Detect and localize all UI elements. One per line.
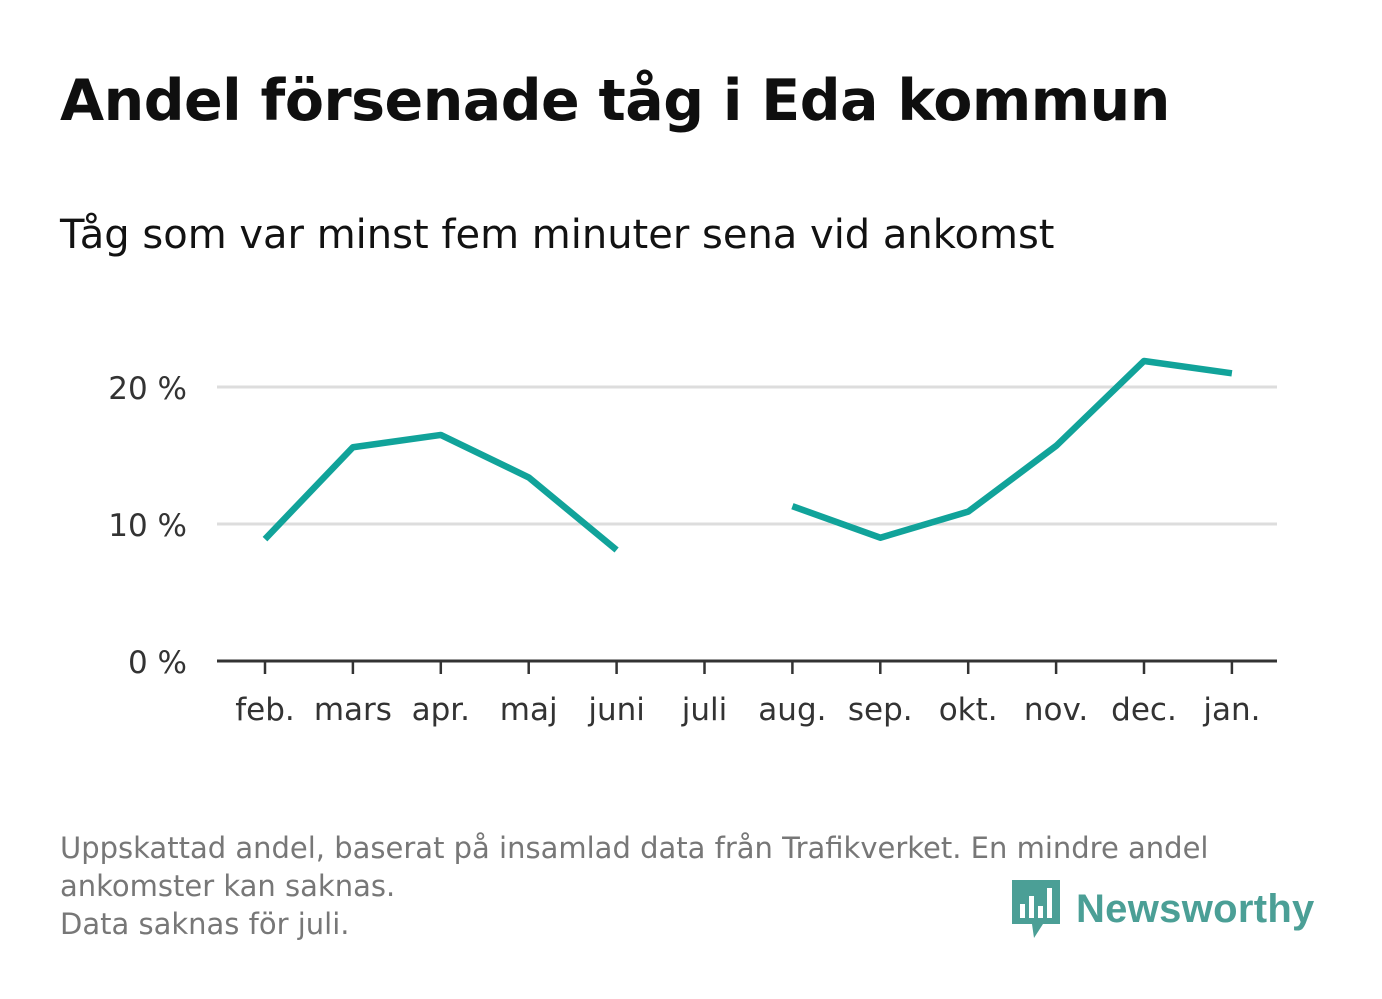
chart-title: Andel försenade tåg i Eda kommun (60, 68, 1170, 134)
x-tick-label: juli (681, 692, 728, 728)
chart-subtitle: Tåg som var minst fem minuter sena vid a… (60, 212, 1055, 258)
x-tick-label: juni (587, 692, 645, 728)
x-tick-label: aug. (758, 692, 826, 728)
x-axis (217, 659, 1277, 674)
footnote-line: Uppskattad andel, baserat på insamlad da… (60, 831, 1209, 865)
x-tick-label: okt. (939, 692, 998, 728)
series-line (791, 357, 1233, 541)
y-tick-label: 0 % (128, 645, 187, 681)
x-tick-label: dec. (1111, 692, 1177, 728)
x-tick-label: feb. (235, 692, 295, 728)
x-tick-label: mars (314, 692, 392, 728)
y-tick-label: 10 % (108, 508, 187, 544)
x-tick-label: nov. (1024, 692, 1088, 728)
x-tick-label: sep. (848, 692, 913, 728)
footnote-line: ankomster kan saknas. (60, 869, 396, 903)
brand-logo: Newsworthy (1010, 878, 1315, 940)
x-tick-label: maj (500, 692, 558, 728)
newsworthy-logo-icon (1012, 880, 1060, 938)
footnote: Uppskattad andel, baserat på insamlad da… (60, 829, 1320, 943)
series-lines (262, 357, 1233, 553)
grid-lines (217, 385, 1277, 526)
footnote-line: Data saknas för juli. (60, 907, 350, 941)
series-line (262, 431, 619, 553)
y-tick-label: 20 % (108, 371, 187, 407)
brand-name: Newsworthy (1076, 886, 1315, 931)
y-axis-labels: 0 % 10 % 20 % (108, 371, 187, 681)
x-axis-labels: feb. mars apr. maj juni juli aug. sep. okt. nov. d… (235, 692, 1260, 728)
x-tick-label: jan. (1202, 692, 1260, 728)
x-tick-label: apr. (412, 692, 470, 728)
